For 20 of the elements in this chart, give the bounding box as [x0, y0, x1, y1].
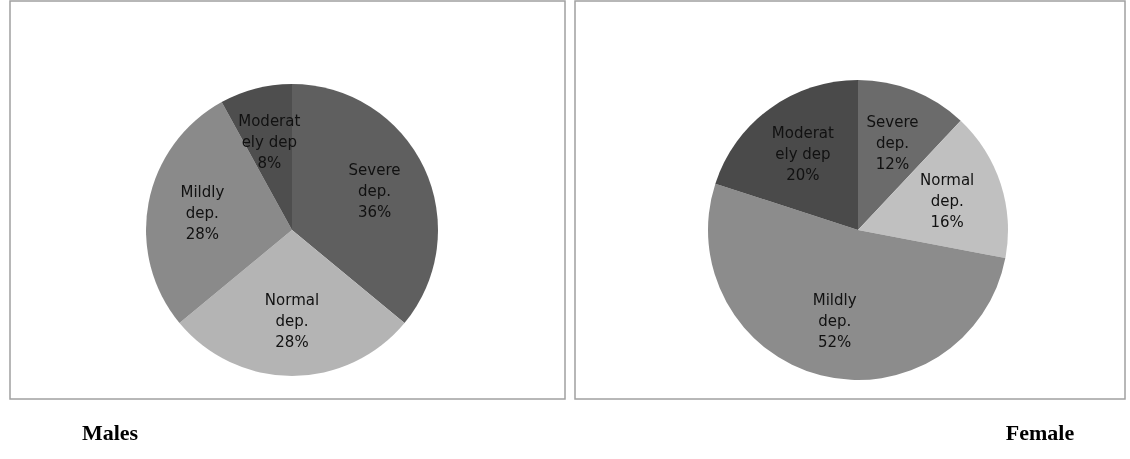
pie-slice [715, 80, 858, 230]
data-label: 28% [185, 224, 220, 243]
data-label: 16% [930, 212, 964, 231]
text: Males [81, 420, 139, 445]
data-label: 28% [275, 332, 309, 351]
slice-label: Severe dep. [348, 160, 401, 200]
data-label: 8% [257, 153, 282, 172]
slice-label: Normal dep. [920, 170, 975, 210]
data-label: 20% [786, 165, 820, 184]
data-label: 36% [357, 202, 392, 221]
slice-label: Mildly dep. [812, 290, 857, 330]
slice-label: Mildly dep. [180, 182, 225, 222]
text: Female [1005, 420, 1075, 445]
data-label: 12% [875, 154, 910, 173]
slice-label: Normal dep. [264, 290, 320, 330]
slice-label: Moderately dep [771, 123, 835, 163]
pie-slice [708, 183, 1006, 380]
data-label: 52% [818, 332, 852, 351]
slice-label: Moderately dep [238, 111, 301, 151]
slice-label: Severe dep. [866, 112, 919, 152]
